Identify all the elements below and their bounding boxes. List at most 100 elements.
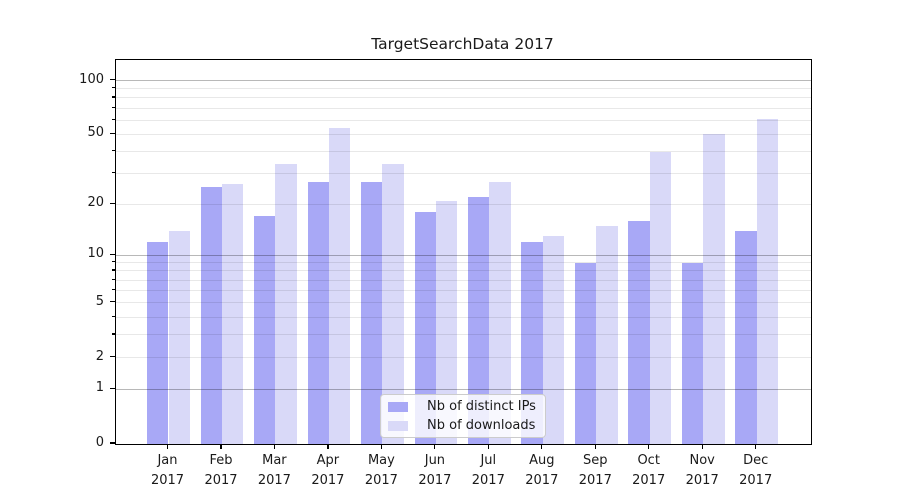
bar-jan-downloads — [168, 230, 190, 444]
gridline-minor-20 — [116, 203, 811, 205]
chart-title: TargetSearchData 2017 — [371, 35, 554, 53]
legend-label-downloads: Nb of downloads — [427, 418, 536, 433]
bar-sep-distinct-ips — [574, 262, 597, 444]
x-tick-label-may-2017: May 2017 — [364, 453, 398, 488]
bar-feb-distinct-ips — [200, 187, 222, 444]
x-tick-mark-jan — [166, 444, 169, 449]
y-tick-label-1: 1 — [95, 380, 104, 396]
grid-layer — [116, 60, 811, 444]
bar-oct-downloads — [649, 151, 672, 444]
legend-swatch-distinct-ips-icon — [388, 401, 408, 412]
gridline-minor-50 — [116, 133, 811, 135]
bar-oct-distinct-ips — [628, 220, 650, 444]
y-minor-tick-mark-4 — [112, 315, 115, 317]
x-tick-mark-dec — [755, 444, 757, 449]
bar-apr-distinct-ips — [307, 181, 329, 444]
y-tick-mark-20 — [109, 202, 115, 204]
legend-item-distinct-ips: Nb of distinct IPs — [388, 399, 538, 414]
x-tick-label-jan-2017: Jan 2017 — [150, 453, 185, 488]
gridline-major-1 — [116, 388, 811, 390]
y-tick-mark-0 — [109, 442, 115, 444]
bar-jun-downloads — [435, 200, 458, 444]
bar-aug-distinct-ips — [521, 242, 543, 444]
gridline-minor-2 — [116, 357, 811, 358]
y-tick-label-5: 5 — [95, 293, 104, 309]
x-tick-label-jun-2017: Jun 2017 — [418, 453, 452, 488]
y-tick-label-50: 50 — [87, 125, 104, 141]
y-minor-tick-mark-9 — [112, 261, 115, 263]
x-tick-label-sep-2017: Sep 2017 — [578, 453, 612, 488]
y-minor-tick-mark-70 — [112, 106, 115, 108]
gridline-minor-70 — [116, 107, 811, 109]
bar-dec-distinct-ips — [735, 230, 757, 444]
y-tick-label-100: 100 — [79, 71, 104, 87]
x-tick-mark-oct — [648, 444, 650, 449]
bar-jul-downloads — [489, 181, 511, 444]
bar-aug-downloads — [542, 236, 565, 444]
bar-jan-distinct-ips — [147, 242, 169, 444]
y-tick-mark-2 — [109, 355, 115, 358]
y-tick-label-2: 2 — [95, 348, 104, 364]
y-tick-mark-50 — [109, 132, 115, 134]
bar-nov-downloads — [703, 134, 725, 444]
gridline-major-10 — [116, 254, 811, 256]
x-tick-mark-mar — [273, 444, 276, 449]
bar-dec-downloads — [756, 118, 779, 444]
y-minor-tick-mark-40 — [112, 150, 115, 152]
y-tick-mark-100 — [109, 78, 115, 81]
gridline-minor-7 — [116, 279, 811, 281]
y-tick-mark-1 — [109, 387, 115, 390]
gridline-minor-80 — [116, 97, 811, 99]
bars-layer — [116, 60, 811, 444]
gridline-minor-90 — [116, 88, 811, 90]
x-tick-mark-may — [380, 444, 382, 449]
gridline-minor-3 — [116, 334, 811, 336]
gridline-minor-5 — [116, 302, 811, 304]
y-tick-mark-10 — [109, 253, 115, 255]
y-minor-tick-mark-8 — [112, 269, 115, 271]
x-tick-label-mar-2017: Mar 2017 — [257, 453, 291, 488]
bar-mar-downloads — [275, 164, 297, 444]
y-tick-label-0: 0 — [95, 435, 104, 450]
y-minor-tick-mark-90 — [112, 87, 115, 89]
gridline-minor-8 — [116, 270, 811, 272]
x-tick-label-feb-2017: Feb 2017 — [204, 453, 238, 488]
x-tick-label-oct-2017: Oct 2017 — [632, 453, 666, 488]
gridline-major-100 — [116, 80, 811, 81]
x-tick-mark-sep — [594, 444, 596, 449]
gridline-minor-30 — [116, 173, 811, 174]
x-tick-mark-apr — [327, 444, 329, 449]
gridline-minor-60 — [116, 119, 811, 121]
y-minor-tick-mark-3 — [112, 333, 115, 335]
y-minor-tick-mark-30 — [112, 172, 115, 174]
x-tick-label-apr-2017: Apr 2017 — [311, 453, 345, 488]
bar-sep-downloads — [596, 225, 618, 444]
legend-label-distinct-ips: Nb of distinct IPs — [427, 399, 536, 414]
x-tick-mark-feb — [220, 444, 222, 449]
x-tick-mark-jun — [434, 444, 436, 449]
legend: Nb of distinct IPs Nb of downloads — [380, 394, 546, 438]
legend-item-downloads: Nb of downloads — [388, 418, 538, 433]
y-tick-label-10: 10 — [87, 246, 104, 262]
x-tick-label-jul-2017: Jul 2017 — [471, 453, 505, 488]
x-tick-mark-jul — [487, 444, 489, 449]
bar-may-distinct-ips — [361, 181, 383, 444]
x-tick-mark-aug — [541, 444, 543, 449]
gridline-minor-6 — [116, 290, 811, 292]
x-tick-label-nov-2017: Nov 2017 — [685, 453, 719, 488]
y-minor-tick-mark-7 — [112, 278, 115, 280]
plot-area: Nb of distinct IPs Nb of downloads — [115, 59, 812, 445]
gridline-minor-40 — [116, 151, 811, 152]
bar-jun-distinct-ips — [414, 212, 436, 444]
y-minor-tick-mark-6 — [112, 289, 115, 291]
gridline-minor-9 — [116, 262, 811, 264]
bar-jul-distinct-ips — [467, 197, 490, 444]
bar-nov-distinct-ips — [681, 262, 704, 444]
y-minor-tick-mark-80 — [112, 96, 115, 98]
legend-swatch-downloads-icon — [388, 420, 408, 431]
y-tick-mark-5 — [109, 301, 115, 303]
x-tick-mark-nov — [701, 444, 703, 449]
bar-apr-downloads — [328, 128, 351, 444]
y-tick-label-20: 20 — [87, 195, 104, 211]
